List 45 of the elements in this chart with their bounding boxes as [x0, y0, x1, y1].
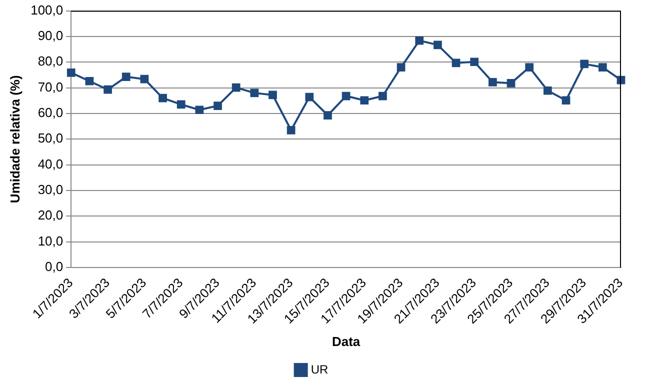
- point: [488, 78, 497, 86]
- point: [176, 100, 186, 109]
- point: [580, 60, 589, 68]
- point: [286, 126, 296, 134]
- point: [305, 92, 314, 102]
- y-axis-title: Umidade relativa (%): [7, 75, 22, 204]
- y-tick-label: 90,0: [38, 28, 64, 44]
- point: [104, 85, 112, 94]
- point: [158, 94, 167, 102]
- point: [342, 92, 350, 100]
- y-tick-label: 20,0: [38, 208, 64, 223]
- point: [434, 40, 442, 50]
- point: [415, 36, 424, 45]
- point: [214, 102, 222, 110]
- y-tick-label: 10,0: [38, 233, 64, 248]
- y-tick-label: 30,0: [38, 182, 64, 198]
- point: [232, 83, 240, 92]
- point: [598, 63, 607, 72]
- point: [616, 76, 626, 84]
- legend-label: UR: [310, 362, 328, 376]
- point: [525, 63, 534, 72]
- point: [85, 76, 94, 86]
- y-tick-label: 40,0: [38, 156, 64, 172]
- point: [506, 79, 516, 88]
- point: [122, 72, 130, 81]
- point: [360, 96, 369, 105]
- point: [195, 106, 204, 114]
- point: [544, 86, 552, 95]
- y-tick-label: 70,0: [38, 79, 64, 94]
- point: [140, 74, 149, 84]
- point: [396, 63, 406, 72]
- point: [250, 88, 259, 98]
- point: [66, 68, 76, 77]
- x-axis-title: Data: [332, 334, 361, 349]
- point: [452, 58, 460, 68]
- point: [378, 92, 387, 100]
- y-tick-label: 50,0: [38, 130, 64, 146]
- y-tick-label: 60,0: [38, 105, 64, 120]
- y-tick-label: 0,0: [45, 259, 64, 274]
- y-tick-label: 80,0: [38, 54, 64, 69]
- y-tick-label: 100,0: [30, 2, 64, 18]
- point: [268, 90, 277, 100]
- point: [324, 111, 332, 120]
- point: [562, 96, 570, 105]
- point: [470, 58, 479, 66]
